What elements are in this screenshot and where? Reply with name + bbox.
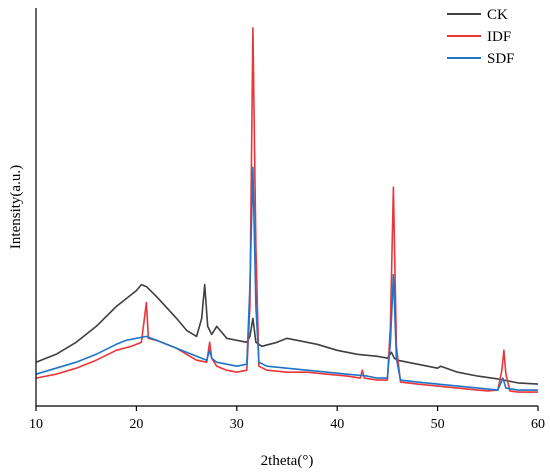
series-line-ck xyxy=(35,283,539,385)
series-line-idf xyxy=(35,27,538,393)
x-tick-label: 10 xyxy=(29,417,43,432)
x-ticks: 10 20 30 40 50 60 xyxy=(29,406,545,432)
plot-area xyxy=(35,27,539,393)
legend: CK IDF SDF xyxy=(447,7,515,67)
x-tick-label: 50 xyxy=(431,417,445,432)
x-axis-title: 2theta(°) xyxy=(261,453,314,469)
series-line-sdf xyxy=(35,166,538,391)
x-tick-label: 40 xyxy=(330,417,344,432)
x-tick-label: 60 xyxy=(531,417,545,432)
legend-label-idf: IDF xyxy=(487,29,511,45)
axes xyxy=(35,8,538,407)
legend-label-ck: CK xyxy=(487,7,508,23)
y-axis-title: Intensity(a.u.) xyxy=(8,165,24,249)
legend-label-sdf: SDF xyxy=(487,51,515,67)
x-tick-label: 20 xyxy=(129,417,143,432)
x-tick-label: 30 xyxy=(230,417,244,432)
